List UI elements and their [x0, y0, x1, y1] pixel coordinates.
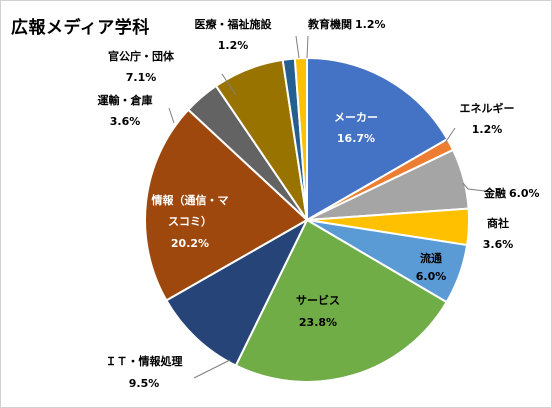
slice-value-maker: 16.7%	[337, 132, 375, 145]
slice-value-medical: 1.2%	[218, 39, 249, 52]
slice-value-distribution: 6.0%	[416, 270, 447, 283]
pie-slice-11	[293, 57, 308, 221]
slice-value-it: 9.5%	[129, 377, 160, 390]
leader-lines	[168, 35, 486, 379]
slice-label-distribution: 流通	[420, 251, 442, 265]
slice-value-government: 7.1%	[126, 71, 157, 84]
slice-label-education-name: 教育機関	[307, 17, 352, 31]
leader-line-0	[295, 35, 300, 59]
leader-line-5	[444, 127, 456, 144]
pie-slice-5	[234, 219, 448, 383]
slice-label-energy: エネルギー	[460, 101, 515, 115]
slice-label-service: サービス	[296, 293, 340, 307]
slice-label-transport: 運輸・倉庫	[98, 93, 153, 107]
pie-slice-7	[144, 108, 308, 302]
leader-line-6	[193, 359, 231, 379]
slice-label-it: ＩＴ・情報処理	[106, 354, 183, 368]
slice-label-media-line1: 情報（通信・マ	[152, 193, 229, 207]
slice-value-transport: 3.6%	[110, 115, 141, 128]
slice-label-government: 官公庁・団体	[108, 49, 175, 63]
leader-line-3	[221, 73, 237, 96]
slice-label-media-line2: スコミ）	[168, 215, 212, 228]
slice-label-maker: メーカー	[334, 111, 378, 124]
slice-label-trading: 商社	[487, 216, 509, 230]
pie-slice-6	[165, 219, 308, 367]
slice-value-trading: 3.6%	[483, 238, 514, 251]
leader-line-4	[462, 182, 486, 192]
leader-line-2	[168, 107, 175, 124]
slice-value-energy: 1.2%	[472, 123, 503, 136]
slice-value-media: 20.2%	[171, 237, 209, 250]
slice-label-media: 情報（通信・マスコミ）	[152, 193, 229, 228]
slice-value-service: 23.8%	[299, 316, 337, 329]
leader-line-1	[306, 35, 309, 59]
chart-title: 広報メディア学科	[11, 18, 150, 38]
slice-label-medical: 医療・福祉施設	[195, 17, 273, 31]
pie-slices	[144, 57, 470, 383]
slice-label-finance: 金融 6.0%	[483, 186, 540, 200]
slice-value-education: 1.2%	[355, 18, 386, 31]
pie-slice-0	[306, 57, 449, 221]
slice-label-education: 教育機関 1.2%	[307, 17, 386, 31]
slice-label-finance-name: 金融	[483, 186, 506, 200]
slice-value-finance: 6.0%	[509, 187, 540, 200]
